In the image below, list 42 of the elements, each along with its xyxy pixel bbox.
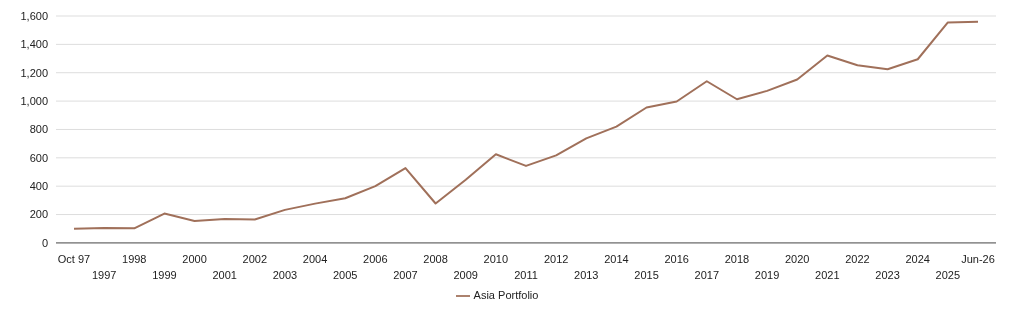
- x-tick-label: 2000: [182, 252, 207, 265]
- x-tick-label: 2010: [483, 252, 509, 265]
- x-tick-label: 2012: [543, 252, 569, 265]
- y-tick-label: 1,600: [20, 9, 48, 22]
- x-tick-label: 2017: [694, 268, 720, 281]
- x-tick-label: 2006: [363, 252, 388, 265]
- x-tick-label: Oct 97: [57, 252, 91, 265]
- x-tick-label: 2005: [332, 268, 358, 281]
- x-tick-label: 2009: [453, 268, 478, 281]
- x-tick-label: 2008: [423, 252, 448, 265]
- x-tick-label: 2024: [905, 252, 930, 265]
- x-tick-label: 1999: [152, 268, 177, 281]
- x-tick-label: 2023: [875, 268, 900, 281]
- x-tick-label: Jun-26: [961, 252, 995, 265]
- x-tick-label: 2025: [935, 268, 961, 281]
- x-tick-label: 2015: [634, 268, 659, 281]
- x-tick-label: 2011: [514, 268, 538, 281]
- x-tick-label: 2003: [272, 268, 298, 281]
- line-series: [73, 20, 979, 230]
- x-tick-label: 2018: [724, 252, 750, 265]
- x-tick-label: 1997: [91, 268, 117, 281]
- y-tick-label: 400: [29, 180, 48, 193]
- x-tick-label: 2021: [815, 268, 840, 281]
- x-tick-label: 2004: [302, 252, 328, 265]
- y-tick-label: 0: [41, 236, 48, 249]
- y-tick-label: 800: [29, 123, 48, 136]
- x-tick-label: 2019: [754, 268, 780, 281]
- y-tick-label: 1,200: [20, 66, 48, 79]
- x-tick-label: 2013: [574, 268, 599, 281]
- x-tick-label: 2020: [784, 252, 810, 265]
- x-tick-label: 2001: [212, 268, 237, 281]
- y-tick-label: 1,400: [20, 38, 48, 51]
- y-tick-label: 1,000: [20, 94, 48, 107]
- x-tick-label: 1998: [122, 252, 147, 265]
- x-tick-label: 2016: [664, 252, 689, 265]
- x-tick-label: 2014: [604, 252, 629, 265]
- legend-label: Asia Portfolio: [473, 288, 539, 301]
- x-tick-label: 2002: [242, 252, 268, 265]
- x-tick-label: 2007: [393, 268, 418, 281]
- y-tick-label: 200: [29, 208, 48, 221]
- y-tick-label: 600: [29, 151, 48, 164]
- x-tick-label: 2022: [845, 252, 870, 265]
